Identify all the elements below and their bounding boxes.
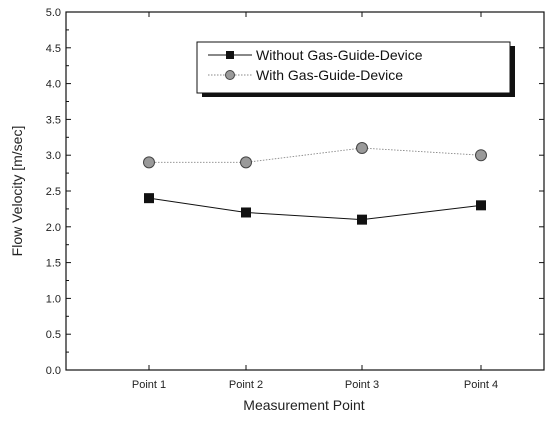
data-point-square bbox=[476, 200, 486, 211]
y-tick-label: 2.5 bbox=[46, 186, 61, 198]
legend-box bbox=[196, 41, 511, 94]
y-tick-label: 0.5 bbox=[46, 329, 61, 341]
data-point-square bbox=[241, 207, 251, 218]
x-tick-label: Point 3 bbox=[345, 379, 379, 391]
data-point-square bbox=[144, 193, 154, 204]
y-tick-label: 5.0 bbox=[46, 7, 61, 19]
data-point-circle bbox=[356, 142, 368, 155]
data-point-circle bbox=[143, 156, 155, 169]
x-axis-ticks: Point 1 Point 2 Point 3 Point 4 bbox=[132, 12, 498, 391]
x-tick-label: Point 4 bbox=[464, 379, 498, 391]
x-axis-title: Measurement Point bbox=[243, 397, 365, 413]
y-tick-label: 3.5 bbox=[46, 114, 61, 126]
legend-marker-square bbox=[226, 51, 234, 59]
data-point-circle bbox=[475, 149, 487, 162]
y-tick-label: 2.0 bbox=[46, 222, 61, 234]
x-tick-label: Point 1 bbox=[132, 379, 166, 391]
y-tick-label: 4.0 bbox=[46, 79, 61, 91]
y-tick-label: 1.5 bbox=[46, 258, 61, 270]
y-tick-label: 0.0 bbox=[46, 365, 61, 377]
legend: Without Gas-Guide-Device With Gas-Guide-D… bbox=[196, 41, 515, 97]
data-point-circle bbox=[240, 156, 252, 169]
x-tick-label: Point 2 bbox=[229, 379, 263, 391]
series-layer bbox=[143, 142, 487, 225]
y-tick-label: 4.5 bbox=[46, 43, 61, 55]
legend-label: Without Gas-Guide-Device bbox=[256, 47, 423, 63]
series-line-without-gas-guide bbox=[148, 197, 482, 221]
series-line-with-gas-guide bbox=[149, 147, 482, 163]
y-tick-label: 3.0 bbox=[46, 150, 61, 162]
legend-label: With Gas-Guide-Device bbox=[256, 67, 403, 83]
y-axis-ticks: 0.0 0.5 1.0 1.5 2.0 2.5 3.0 3.5 4.0 4.5 5.0 bbox=[46, 7, 544, 377]
data-point-square bbox=[357, 214, 367, 225]
legend-marker-circle bbox=[225, 70, 235, 80]
y-axis-title: Flow Velocity [m/sec] bbox=[9, 126, 25, 257]
y-tick-label: 1.0 bbox=[46, 293, 61, 305]
